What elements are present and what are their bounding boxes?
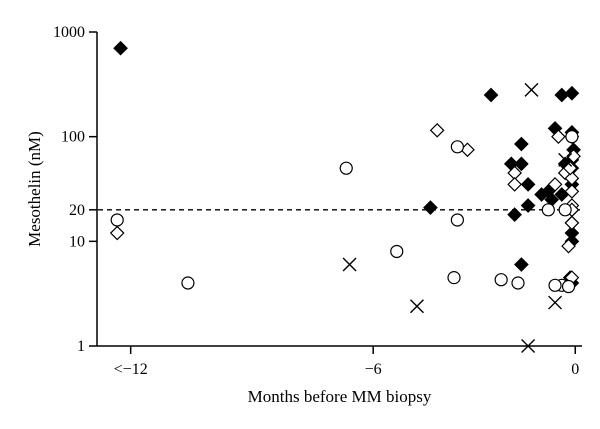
open-circle-point (450, 213, 464, 227)
cross-point (342, 257, 357, 272)
open-diamond-point (564, 184, 580, 199)
cross-point (524, 82, 539, 97)
axes (96, 32, 582, 347)
x-tick-label: −6 (365, 361, 382, 378)
y-tick-label: 20 (69, 202, 85, 219)
open-diamond-point (561, 238, 576, 254)
open-diamond-point (429, 122, 445, 138)
cross-stroke (409, 299, 424, 314)
data-points (109, 40, 581, 353)
y-tick-label: 1 (77, 338, 85, 355)
cross-stroke (558, 152, 573, 167)
y-tick-label: 100 (61, 129, 85, 146)
open-circle-point (561, 279, 576, 294)
cross-stroke (548, 295, 563, 310)
open-circle-point (339, 161, 353, 175)
filled-diamond-point (514, 136, 529, 152)
cross-point (548, 295, 563, 310)
filled-diamond-point (520, 198, 536, 213)
open-diamond-point (507, 177, 522, 192)
series-cross (342, 82, 573, 353)
open-diamond-point (547, 177, 563, 192)
open-diamond-point (564, 215, 580, 231)
open-circle-point (548, 278, 562, 292)
open-diamond-point (109, 225, 125, 241)
filled-diamond-point (423, 200, 438, 215)
cross-point (409, 299, 424, 314)
filled-diamond-point (507, 207, 522, 222)
y-tick-label: 10 (69, 233, 85, 250)
open-diamond-point (566, 148, 581, 164)
x-tick-label: <−12 (114, 361, 148, 378)
cross-stroke (342, 257, 357, 272)
cross-stroke (524, 82, 539, 97)
cross-point (558, 152, 573, 167)
filled-diamond-point (514, 156, 529, 172)
filled-diamond-point (520, 177, 536, 192)
filled-diamond-point (514, 257, 529, 272)
open-circle-point (181, 276, 195, 290)
open-circle-point (558, 203, 572, 217)
cross-point (521, 339, 536, 353)
x-tick-label: 0 (571, 361, 579, 378)
y-ticks: 1 10 20 100 1000 (53, 24, 97, 355)
series-open-circle (110, 130, 579, 294)
open-circle-point (390, 244, 404, 259)
open-circle-point (450, 140, 464, 154)
x-ticks: <−12 −6 0 (114, 346, 579, 378)
open-circle-point (565, 130, 579, 144)
filled-diamond-point (564, 85, 580, 101)
open-diamond-point (551, 129, 566, 145)
open-diamond-point (562, 160, 578, 176)
open-circle-point (511, 276, 525, 290)
open-circle-point (447, 271, 461, 285)
open-circle-point (541, 203, 555, 217)
cross-stroke (521, 339, 536, 353)
y-tick-label: 1000 (53, 24, 85, 41)
x-axis-title: Months before MM biopsy (248, 387, 432, 406)
open-circle-point (110, 213, 124, 227)
filled-diamond-point (483, 87, 499, 103)
filled-diamond-point (113, 40, 128, 56)
open-circle-point (494, 273, 508, 287)
y-axis-title: Mesothelin (nM) (25, 131, 44, 247)
